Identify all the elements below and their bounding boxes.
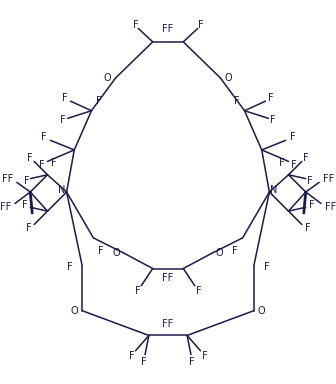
Text: F: F bbox=[129, 351, 134, 361]
Text: F: F bbox=[232, 246, 238, 256]
Text: O: O bbox=[104, 73, 112, 83]
Text: F: F bbox=[24, 175, 29, 185]
Text: F: F bbox=[41, 132, 46, 142]
Text: F: F bbox=[28, 152, 33, 162]
Text: FF: FF bbox=[323, 174, 334, 184]
Text: O: O bbox=[113, 248, 120, 258]
Text: O: O bbox=[258, 306, 265, 316]
Text: F: F bbox=[141, 357, 147, 367]
Text: FF: FF bbox=[162, 319, 174, 329]
Text: F: F bbox=[67, 262, 72, 271]
Text: F: F bbox=[279, 158, 285, 168]
Text: F: F bbox=[135, 286, 140, 296]
Text: F: F bbox=[198, 20, 203, 30]
Text: F: F bbox=[133, 20, 138, 30]
Text: O: O bbox=[71, 306, 78, 316]
Text: FF: FF bbox=[2, 174, 13, 184]
Text: F: F bbox=[39, 160, 45, 170]
Text: F: F bbox=[60, 115, 66, 125]
Text: F: F bbox=[290, 132, 295, 142]
Text: F: F bbox=[96, 96, 102, 106]
Text: FF: FF bbox=[0, 202, 11, 212]
Text: F: F bbox=[22, 200, 27, 210]
Text: N: N bbox=[58, 185, 66, 195]
Text: F: F bbox=[307, 175, 312, 185]
Text: FF: FF bbox=[162, 273, 174, 283]
Text: F: F bbox=[305, 223, 310, 233]
Text: F: F bbox=[234, 96, 240, 106]
Text: N: N bbox=[270, 185, 278, 195]
Text: F: F bbox=[303, 152, 308, 162]
Text: F: F bbox=[309, 200, 314, 210]
Text: F: F bbox=[189, 357, 195, 367]
Text: FF: FF bbox=[162, 25, 174, 35]
Text: F: F bbox=[270, 115, 276, 125]
Text: F: F bbox=[26, 223, 31, 233]
Text: F: F bbox=[268, 93, 274, 103]
Text: FF: FF bbox=[325, 202, 336, 212]
Text: F: F bbox=[291, 160, 297, 170]
Text: F: F bbox=[51, 158, 57, 168]
Text: O: O bbox=[224, 73, 232, 83]
Text: F: F bbox=[264, 262, 269, 271]
Text: F: F bbox=[98, 246, 104, 256]
Text: F: F bbox=[62, 93, 68, 103]
Text: F: F bbox=[196, 286, 201, 296]
Text: O: O bbox=[216, 248, 223, 258]
Text: F: F bbox=[202, 351, 207, 361]
